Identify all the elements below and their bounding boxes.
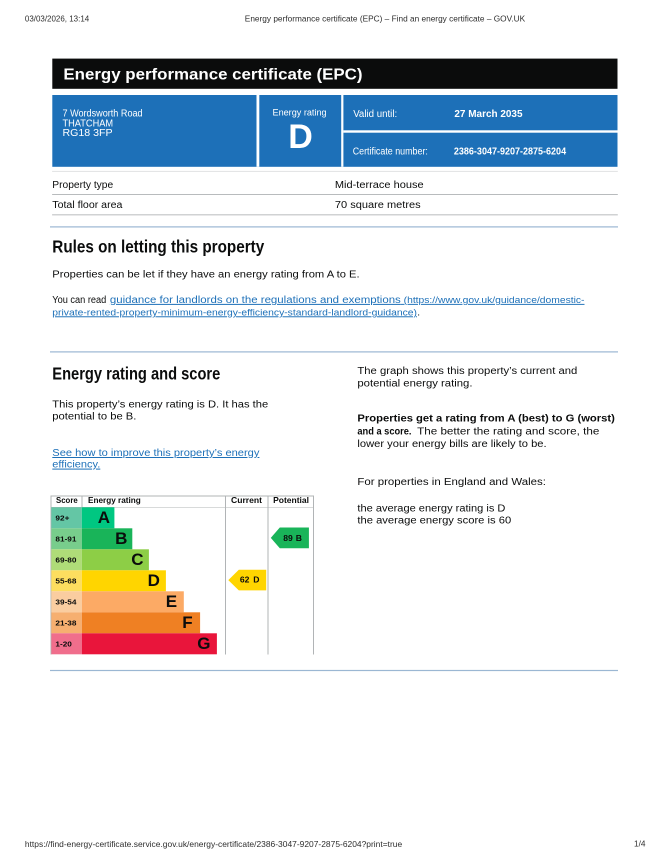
svg-text:The better the rating and scor: The better the rating and score, the [417, 426, 600, 437]
svg-text:.: . [417, 307, 420, 318]
svg-text:The graph shows this property’: The graph shows this property’s current … [357, 366, 577, 377]
svg-text:potential energy rating.: potential energy rating. [357, 379, 472, 390]
svg-text:RG18 3FP: RG18 3FP [63, 128, 114, 139]
svg-text:A: A [98, 508, 110, 527]
svg-text:Certificate number:: Certificate number: [353, 146, 428, 157]
svg-text:B: B [115, 529, 127, 548]
svg-text:1-20: 1-20 [55, 641, 72, 648]
svg-text:the average energy rating is D: the average energy rating is D [357, 504, 505, 515]
svg-text:D: D [288, 118, 313, 156]
svg-text:81-91: 81-91 [55, 536, 76, 543]
svg-text:1/4: 1/4 [634, 839, 646, 849]
svg-text:Energy performance certificate: Energy performance certificate (EPC) [63, 67, 362, 84]
svg-text:D: D [253, 575, 259, 585]
svg-text:See how to improve this proper: See how to improve this property’s energ… [52, 448, 259, 459]
svg-text:G: G [197, 634, 210, 653]
svg-text:Energy rating: Energy rating [273, 107, 327, 118]
svg-text:E: E [166, 592, 177, 611]
svg-text:https://find-energy-certificat: https://find-energy-certificate.service.… [25, 839, 403, 849]
svg-text:lower your energy bills are li: lower your energy bills are likely to be… [357, 439, 546, 450]
svg-text:the average energy score is 60: the average energy score is 60 [357, 516, 511, 527]
svg-text:Properties can be let if they: Properties can be let if they have an en… [52, 270, 359, 281]
svg-text:Score: Score [56, 495, 78, 505]
svg-text:62: 62 [240, 575, 250, 585]
svg-text:C: C [131, 550, 143, 569]
svg-text:F: F [182, 613, 192, 632]
svg-text:private-rented-property-minimu: private-rented-property-minimum-energy-e… [52, 307, 417, 318]
svg-text:potential to be B.: potential to be B. [52, 412, 136, 423]
svg-text:Energy rating and score: Energy rating and score [52, 363, 220, 383]
svg-text:Potential: Potential [273, 495, 309, 505]
svg-text:92+: 92+ [55, 515, 69, 522]
svg-text:Mid-terrace house: Mid-terrace house [335, 180, 424, 191]
svg-text:55-68: 55-68 [55, 578, 76, 585]
svg-text:Total floor area: Total floor area [52, 200, 123, 211]
svg-text:70 square metres: 70 square metres [335, 200, 421, 211]
svg-text:Energy performance certificate: Energy performance certificate (EPC) – F… [245, 14, 526, 24]
svg-text:Property type: Property type [52, 180, 113, 191]
svg-text:(https://www.gov.uk/guidance/d: (https://www.gov.uk/guidance/domestic- [401, 295, 585, 306]
svg-text:efficiency.: efficiency. [52, 460, 100, 471]
svg-text:Valid until:: Valid until: [353, 109, 397, 120]
svg-text:39-54: 39-54 [55, 599, 76, 606]
svg-text:and a score.: and a score. [357, 426, 411, 437]
svg-text:B: B [296, 533, 302, 543]
svg-text:03/03/2026, 13:14: 03/03/2026, 13:14 [25, 14, 90, 24]
svg-text:Current: Current [231, 495, 262, 505]
svg-text:21-38: 21-38 [55, 620, 76, 627]
svg-text:69-80: 69-80 [55, 557, 76, 564]
svg-text:89: 89 [283, 533, 293, 543]
svg-text:guidance for landlords on the: guidance for landlords on the regulation… [110, 295, 401, 306]
svg-text:Energy rating: Energy rating [88, 495, 141, 505]
svg-text:You can read: You can read [52, 295, 106, 306]
svg-text:7 Wordsworth Road: 7 Wordsworth Road [63, 109, 143, 120]
svg-text:27 March 2035: 27 March 2035 [454, 109, 523, 120]
svg-text:D: D [148, 571, 160, 590]
svg-text:Rules on letting this property: Rules on letting this property [52, 237, 264, 257]
svg-text:For properties in England and: For properties in England and Wales: [357, 477, 546, 488]
svg-text:This property’s energy rating: This property’s energy rating is D. It h… [52, 399, 268, 410]
svg-text:THATCHAM: THATCHAM [63, 118, 114, 129]
svg-text:2386-3047-9207-2875-6204: 2386-3047-9207-2875-6204 [454, 146, 567, 157]
svg-text:Properties get a rating from A: Properties get a rating from A (best) to… [357, 413, 615, 424]
